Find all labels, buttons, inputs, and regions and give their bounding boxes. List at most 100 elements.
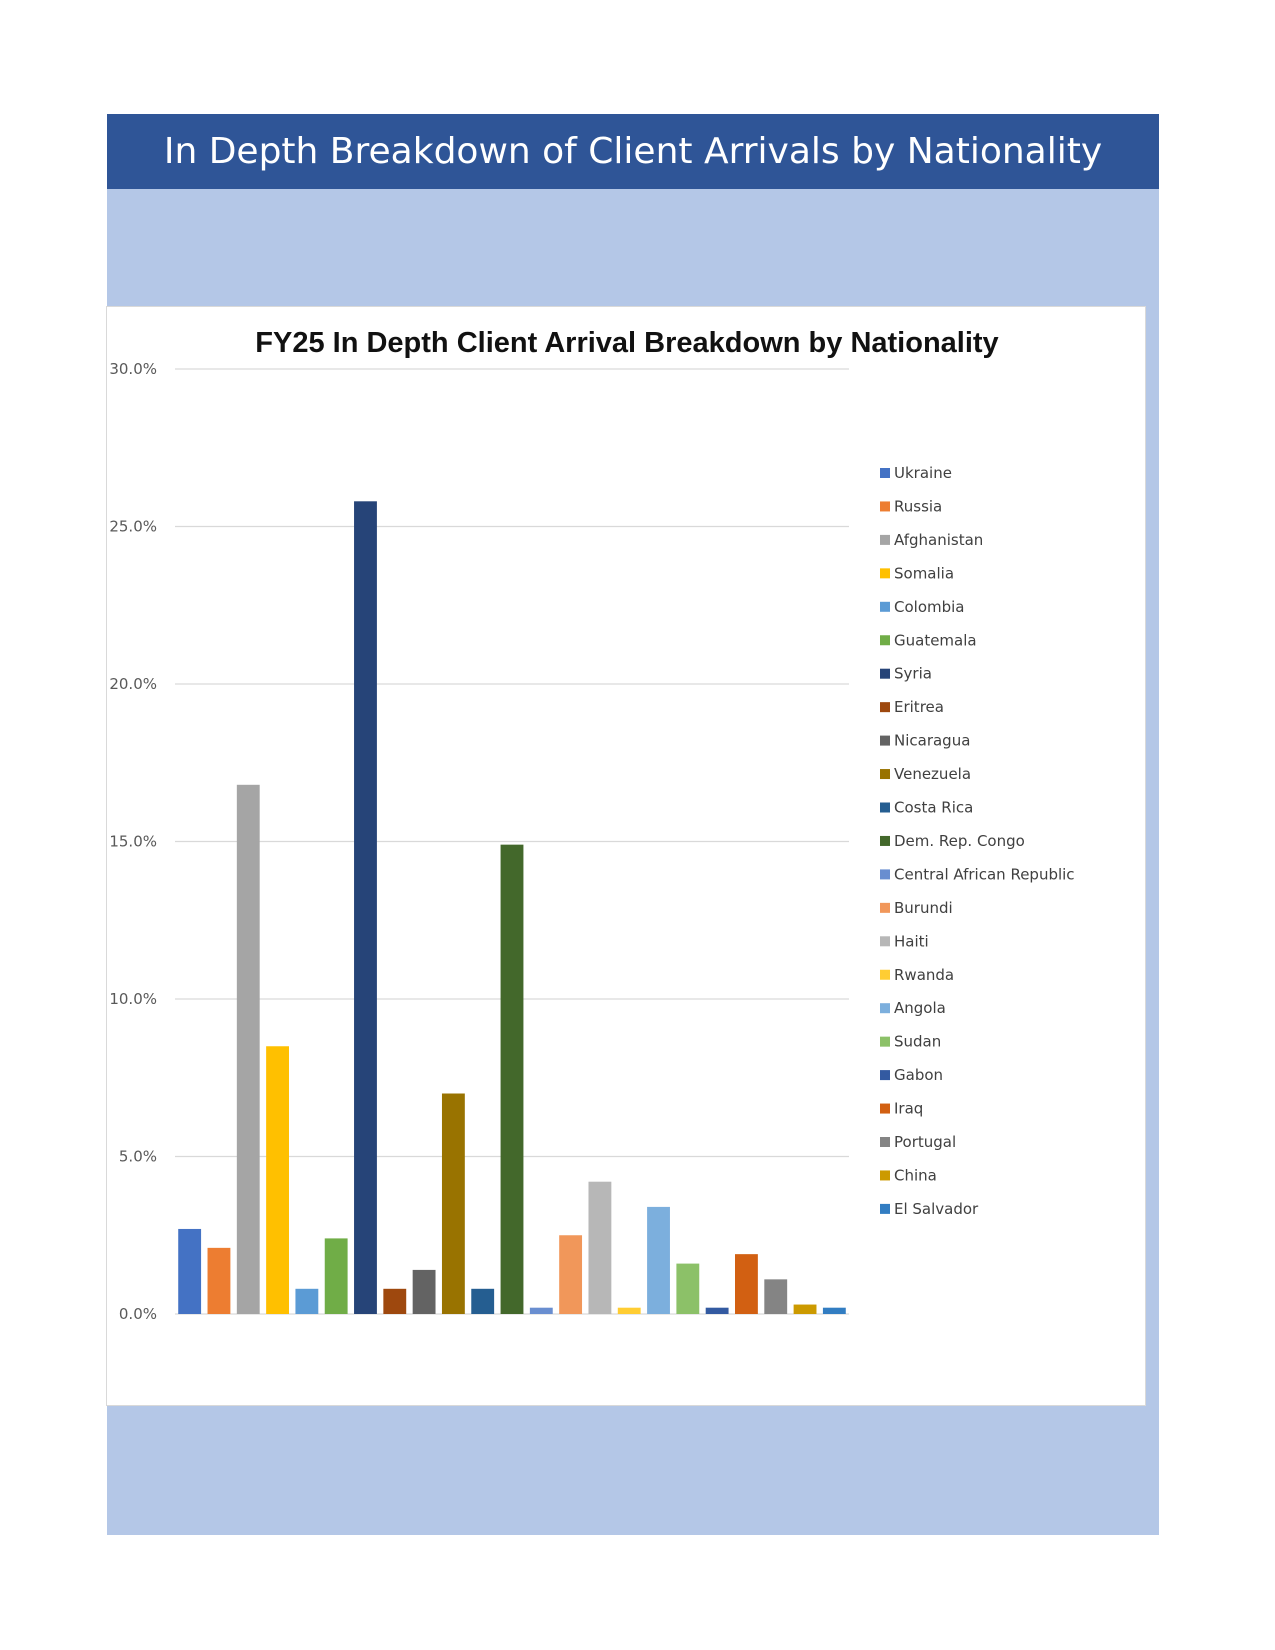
y-tick-label: 25.0%: [109, 518, 157, 536]
legend-label: Ukraine: [894, 464, 952, 482]
legend-item: Central African Republic: [880, 865, 1075, 883]
legend-label: Eritrea: [894, 698, 944, 716]
legend-item: Colombia: [880, 598, 965, 616]
legend-swatch: [880, 769, 890, 780]
legend-label: Portugal: [894, 1133, 956, 1151]
page-banner: In Depth Breakdown of Client Arrivals by…: [107, 114, 1159, 189]
legend-item: Haiti: [880, 932, 929, 950]
legend-item: Burundi: [880, 899, 953, 917]
legend-item: Syria: [880, 665, 932, 683]
y-tick-label: 20.0%: [109, 675, 157, 693]
bar-colombia: [295, 1288, 319, 1314]
legend-swatch: [880, 1170, 890, 1181]
legend-item: Rwanda: [880, 966, 954, 984]
legend-swatch: [880, 1036, 890, 1047]
legend-item: Eritrea: [880, 698, 944, 716]
legend-label: Angola: [894, 999, 946, 1017]
legend-label: Venezuela: [894, 765, 971, 783]
bar-el-salvador: [822, 1307, 846, 1314]
legend-item: Russia: [880, 497, 942, 515]
legend-swatch: [880, 902, 890, 913]
legend-swatch: [880, 635, 890, 646]
bar-chart: 0.0% 5.0% 10.0% 15.0% 20.0% 25.0% 30.0% Ukrain…: [109, 360, 1075, 1323]
bar-afghanistan: [236, 784, 260, 1314]
bar-russia: [207, 1247, 231, 1314]
legend-swatch: [880, 1003, 890, 1014]
bar-eritrea: [383, 1288, 407, 1314]
legend-swatch: [880, 534, 890, 545]
legend-label: Colombia: [894, 598, 965, 616]
legend-label: Iraq: [894, 1100, 923, 1118]
bar-iraq: [735, 1254, 758, 1314]
bar-central-african-republic: [529, 1307, 553, 1314]
legend-label: Central African Republic: [894, 865, 1075, 883]
bar-haiti: [588, 1181, 612, 1314]
legend-item: Afghanistan: [880, 531, 983, 549]
legend-swatch: [880, 501, 890, 512]
legend: Ukraine Russia Afghanistan Somalia Colombia G…: [880, 464, 1075, 1218]
legend-swatch: [880, 936, 890, 947]
legend-label: China: [894, 1166, 937, 1184]
y-tick-label: 10.0%: [109, 990, 157, 1008]
bar-sudan: [676, 1263, 700, 1314]
legend-label: Afghanistan: [894, 531, 983, 549]
legend-swatch: [880, 1070, 890, 1081]
legend-label: Sudan: [894, 1033, 941, 1051]
legend-label: Burundi: [894, 899, 953, 917]
bar-angola: [647, 1206, 670, 1314]
bar-guatemala: [324, 1238, 348, 1314]
legend-item: Sudan: [880, 1033, 941, 1051]
bar-dem-rep-congo: [500, 844, 524, 1314]
legend-item: Ukraine: [880, 464, 952, 482]
legend-swatch: [880, 668, 890, 679]
chart-title: FY25 In Depth Client Arrival Breakdown b…: [255, 327, 999, 359]
legend-swatch: [880, 601, 890, 612]
legend-label: Nicaragua: [894, 732, 970, 750]
y-tick-label: 30.0%: [109, 360, 157, 378]
legend-label: Dem. Rep. Congo: [894, 832, 1025, 850]
legend-item: Nicaragua: [880, 732, 970, 750]
legend-item: Iraq: [880, 1100, 923, 1118]
legend-item: Costa Rica: [880, 799, 973, 817]
y-tick-label: 15.0%: [109, 833, 157, 851]
legend-label: Haiti: [894, 932, 929, 950]
legend-swatch: [880, 1203, 890, 1214]
legend-label: Gabon: [894, 1066, 943, 1084]
legend-swatch: [880, 735, 890, 746]
bars: [178, 501, 846, 1314]
legend-label: Russia: [894, 497, 942, 515]
chart-card: FY25 In Depth Client Arrival Breakdown b…: [106, 306, 1146, 1406]
legend-swatch: [880, 568, 890, 579]
legend-swatch: [880, 835, 890, 846]
legend-item: Guatemala: [880, 631, 977, 649]
bar-burundi: [559, 1235, 583, 1314]
y-axis-ticks: 0.0% 5.0% 10.0% 15.0% 20.0% 25.0% 30.0%: [109, 360, 157, 1323]
legend-swatch: [880, 1137, 890, 1147]
bar-venezuela: [441, 1093, 465, 1314]
legend-label: Somalia: [894, 564, 954, 582]
legend-item: China: [880, 1166, 937, 1184]
bar-syria: [354, 501, 377, 1314]
y-tick-label: 0.0%: [119, 1305, 157, 1323]
legend-item: Portugal: [880, 1133, 956, 1151]
bar-gabon: [705, 1307, 729, 1314]
legend-label: Costa Rica: [894, 799, 973, 817]
legend-swatch: [880, 802, 890, 813]
legend-item: Dem. Rep. Congo: [880, 832, 1025, 850]
bar-costa-rica: [471, 1288, 495, 1314]
legend-swatch: [880, 969, 890, 980]
page-title: In Depth Breakdown of Client Arrivals by…: [163, 131, 1103, 172]
legend-item: Venezuela: [880, 765, 971, 783]
legend-item: Angola: [880, 999, 946, 1017]
bar-china: [793, 1304, 817, 1314]
legend-swatch: [880, 1103, 890, 1114]
legend-label: El Salvador: [894, 1200, 979, 1218]
bar-ukraine: [178, 1228, 202, 1314]
legend-label: Rwanda: [894, 966, 954, 984]
legend-item: El Salvador: [880, 1200, 979, 1218]
bar-rwanda: [617, 1307, 641, 1314]
bar-nicaragua: [412, 1269, 436, 1314]
bar-portugal: [764, 1279, 788, 1314]
legend-item: Somalia: [880, 564, 954, 582]
legend-label: Syria: [894, 665, 932, 683]
